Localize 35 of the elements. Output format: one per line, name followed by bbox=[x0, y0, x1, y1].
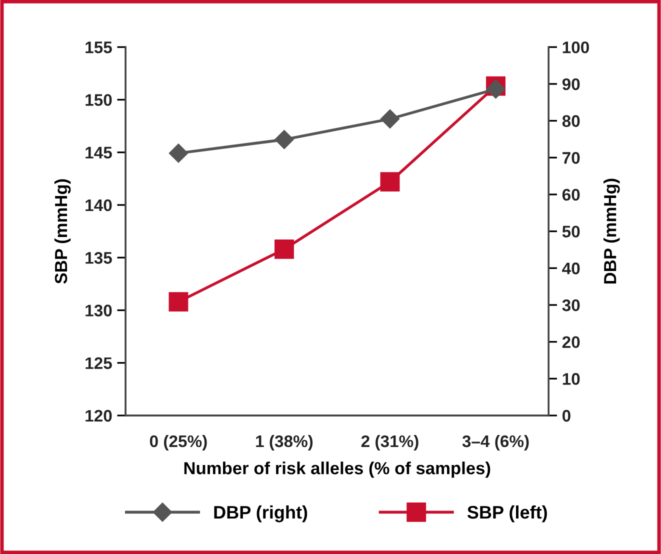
y-tick-label: 155 bbox=[86, 42, 112, 54]
y-tick-label: 150 bbox=[86, 94, 112, 106]
point bbox=[274, 239, 294, 259]
x-tick-label: 3–4 (6%) bbox=[462, 434, 529, 450]
y2-tick-label: 10 bbox=[562, 373, 580, 385]
x-axis-title: Number of risk alleles (% of samples) bbox=[184, 462, 490, 478]
y2-tick-label: 70 bbox=[562, 152, 580, 164]
y2-tick-label: 100 bbox=[562, 41, 589, 54]
point bbox=[380, 172, 400, 192]
y2-axis-title: DBP (mmHg) bbox=[604, 178, 620, 284]
y2-tick-label: 30 bbox=[562, 299, 580, 312]
y2-tick-label: 90 bbox=[562, 78, 580, 90]
y2-tick-label: 0 bbox=[562, 410, 570, 422]
y2-tick-label: 60 bbox=[562, 188, 580, 201]
legend-label: SBP (left) bbox=[467, 505, 547, 522]
y-tick-label: 120 bbox=[86, 410, 112, 422]
legend-label: DBP (right) bbox=[214, 505, 308, 522]
y2-tick-label: 20 bbox=[562, 336, 580, 348]
y-axis-title: SBP (mmHg) bbox=[54, 179, 71, 284]
y-tick-label: 130 bbox=[86, 304, 112, 316]
y-tick-label: 145 bbox=[86, 146, 112, 159]
y-tick-label: 125 bbox=[86, 357, 112, 370]
point bbox=[274, 130, 294, 150]
point bbox=[168, 144, 188, 163]
y2-tick-label: 50 bbox=[562, 226, 580, 238]
point bbox=[168, 292, 188, 312]
y2-tick-label: 40 bbox=[562, 262, 580, 274]
point bbox=[486, 80, 506, 99]
x-tick-label: 2 (31%) bbox=[361, 434, 418, 450]
y-tick-label: 140 bbox=[86, 199, 112, 212]
y-tick-label: 135 bbox=[86, 252, 112, 264]
x-tick-label: 0 (25%) bbox=[150, 434, 207, 450]
x-tick-label: 1 (38%) bbox=[256, 434, 313, 450]
point bbox=[380, 109, 400, 128]
y2-tick-label: 80 bbox=[562, 115, 580, 127]
